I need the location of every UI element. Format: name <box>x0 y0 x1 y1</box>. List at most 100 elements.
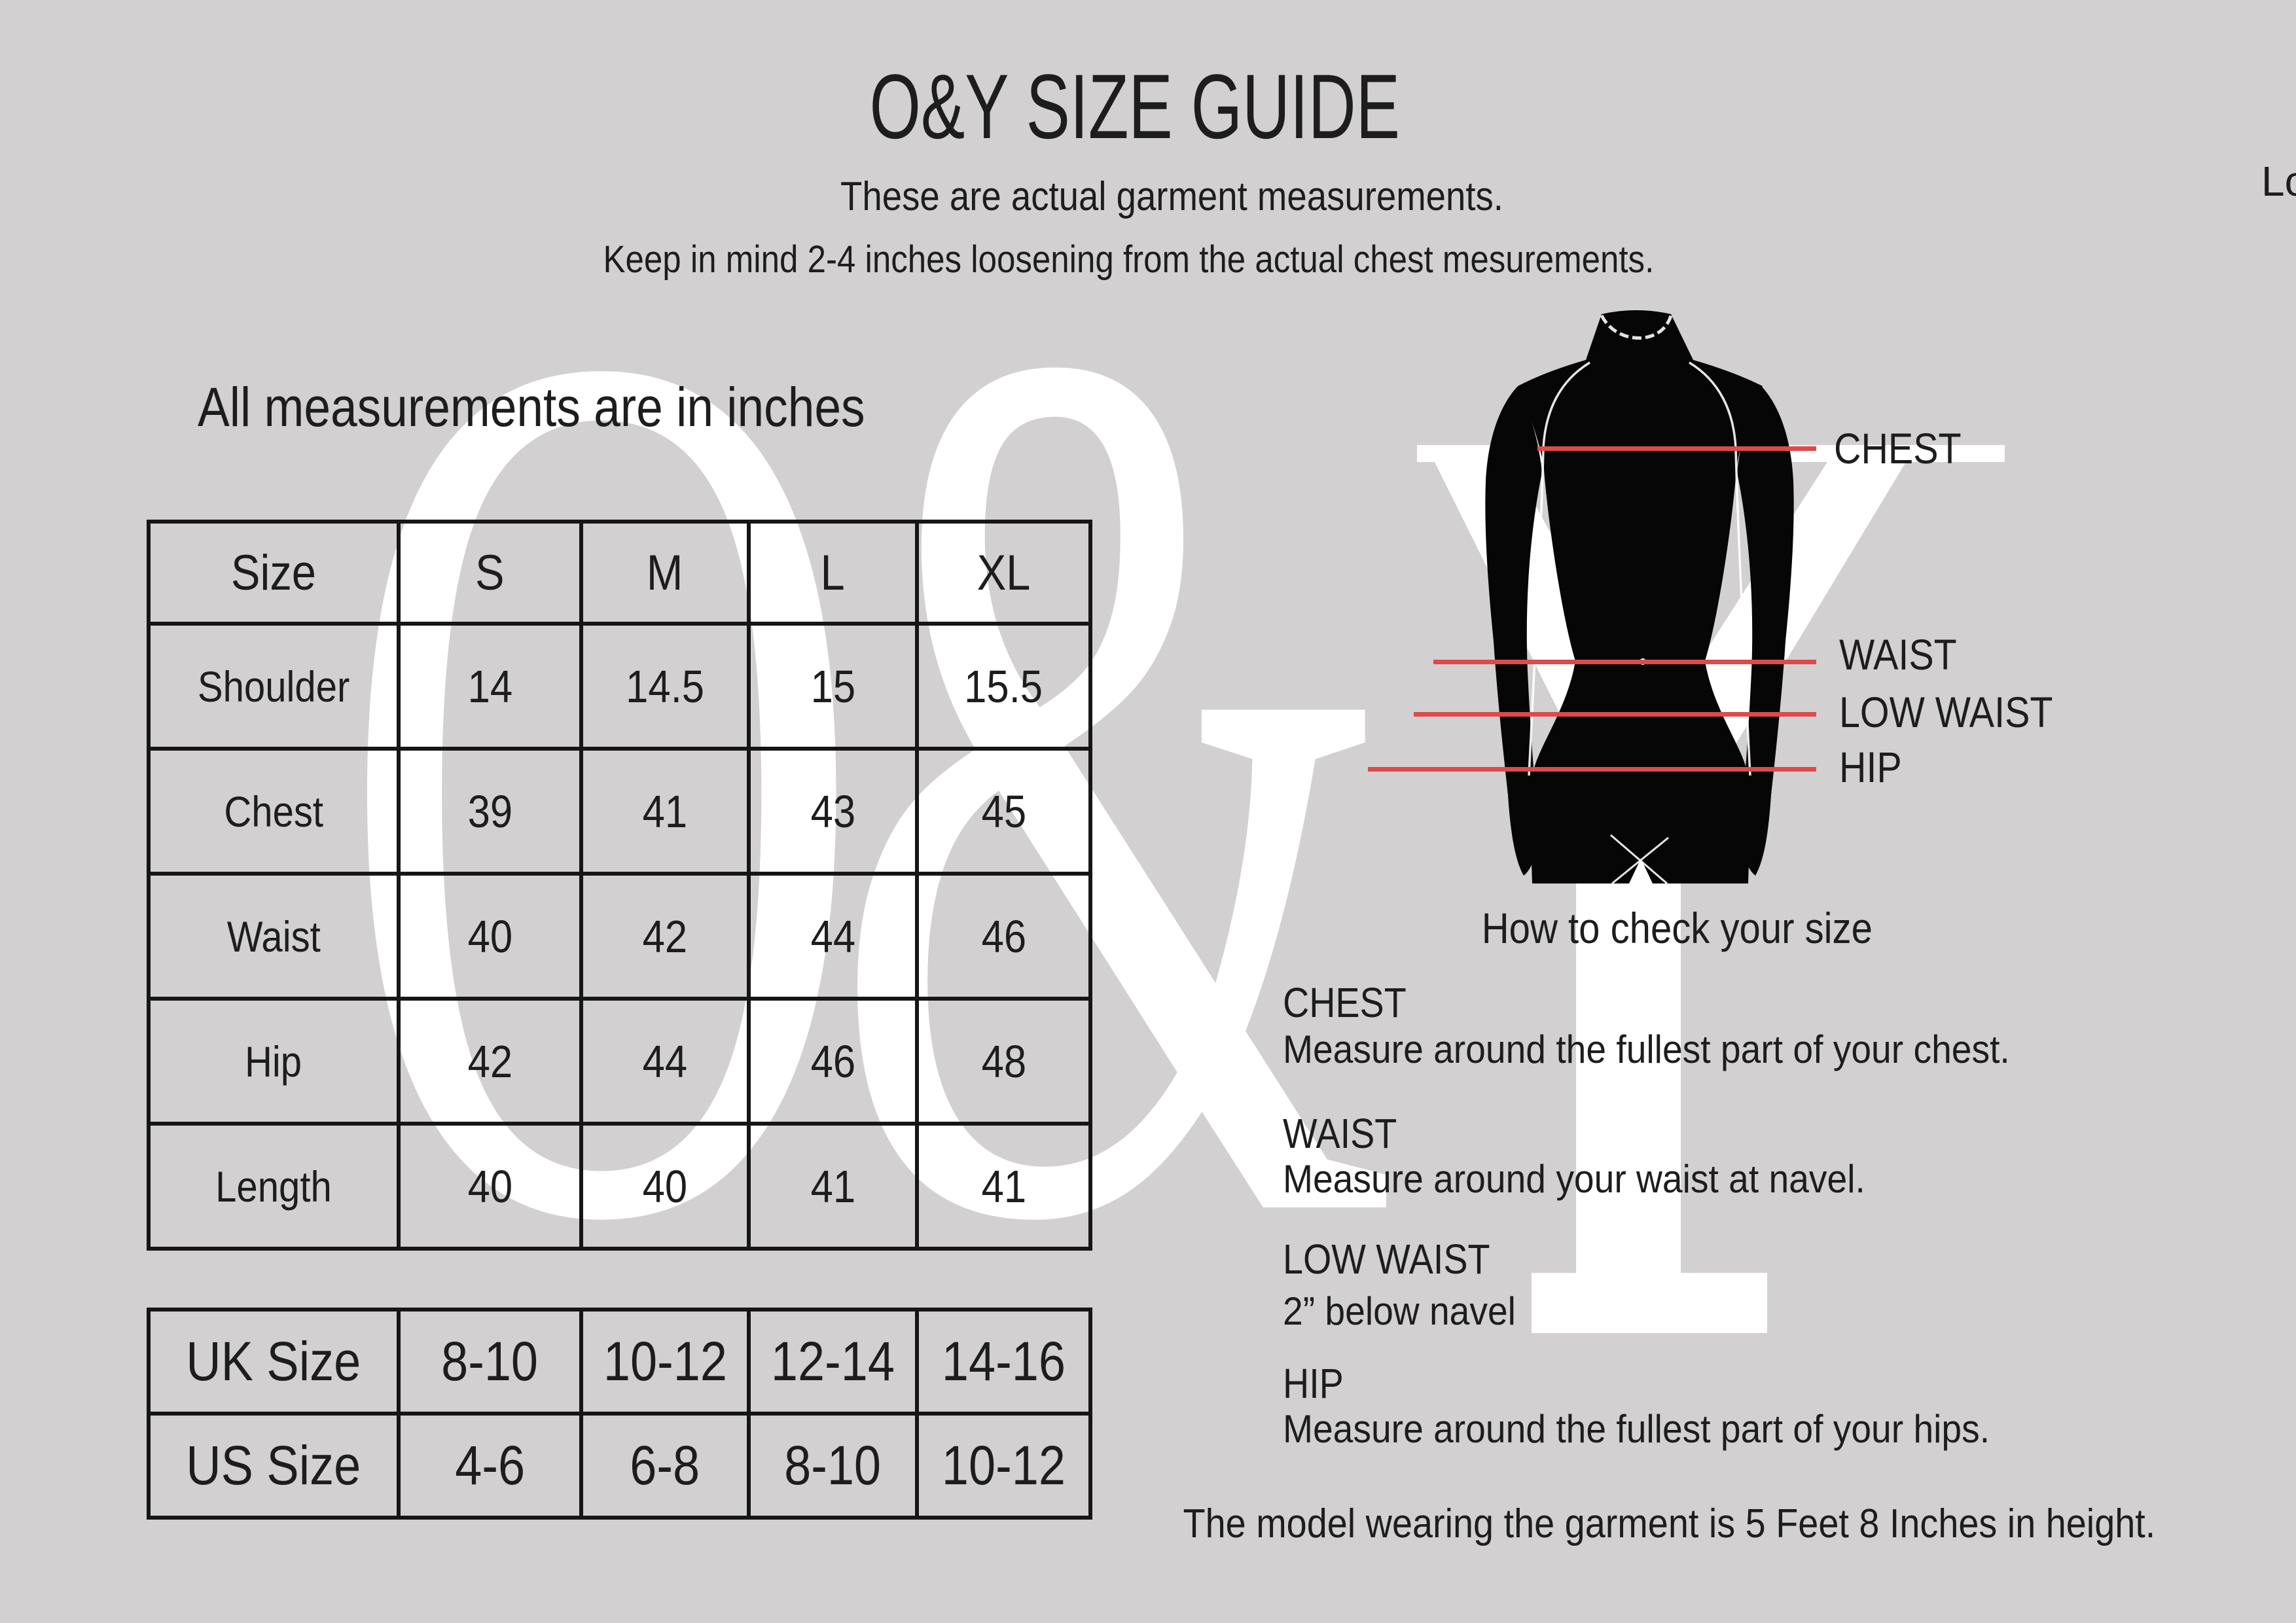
figure-label-hip: HIP <box>1839 744 1911 790</box>
instruction-label-low-waist: LOW WAIST <box>1283 1236 1521 1283</box>
header-s-label: S <box>475 544 505 601</box>
page-title: O&Y SIZE GUIDE <box>579 58 1691 156</box>
value-cell: 40 <box>579 1122 751 1251</box>
table-row-length: Length 40 40 41 41 <box>147 1122 1092 1251</box>
subtitle-line-1-text: These are actual garment measurements. <box>840 174 1503 219</box>
header-cell-size: Size <box>147 520 401 626</box>
row-label: US Size <box>186 1435 361 1496</box>
silhouette-torso <box>1518 310 1763 883</box>
cell-value: 48 <box>981 1035 1026 1087</box>
header-size-label: Size <box>230 544 317 601</box>
value-cell: 10-12 <box>915 1412 1092 1520</box>
cell-value: 10-12 <box>941 1435 1066 1496</box>
value-cell: 15 <box>747 622 919 751</box>
instruction-text-low-waist: 2” below navel <box>1283 1288 1536 1335</box>
row-label: Length <box>215 1162 332 1211</box>
figure-label-chest: CHEST <box>1834 425 1981 471</box>
cell-value: 41 <box>810 1160 855 1212</box>
value-cell: 40 <box>397 1122 583 1251</box>
chest-measure-line <box>1537 446 1816 451</box>
value-cell: 15.5 <box>915 622 1092 751</box>
cell-value: 42 <box>642 910 688 962</box>
subtitle-line-2: Keep in mind 2-4 inches loosening from t… <box>531 233 1710 287</box>
cell-value: 42 <box>467 1035 512 1087</box>
measurement-table: Size S M L XL Shoulder 14 14.5 15 15.5 C… <box>147 520 1092 1251</box>
value-cell: 40 <box>397 872 583 1001</box>
cell-value: 4-6 <box>455 1435 525 1496</box>
value-cell: 12-14 <box>747 1308 919 1416</box>
table-row-waist: Waist 40 42 44 46 <box>147 872 1092 1001</box>
value-cell: 10-12 <box>579 1308 751 1416</box>
cell-value: 14 <box>467 660 512 712</box>
row-label-cell: Length <box>147 1122 401 1251</box>
row-label-cell: Chest <box>147 747 401 876</box>
collar-stitch-line <box>1600 314 1673 340</box>
figure-label-hip-text: HIP <box>1839 743 1902 791</box>
instruction-text: 2” below navel <box>1283 1289 1516 1333</box>
clipped-edge-text: Lo <box>2261 158 2296 205</box>
cell-value: 10-12 <box>603 1330 727 1392</box>
cell-value: 8-10 <box>441 1330 539 1392</box>
table-row-hip: Hip 42 44 46 48 <box>147 997 1092 1126</box>
cell-value: 12-14 <box>770 1330 895 1392</box>
value-cell: 45 <box>915 747 1092 876</box>
instruction-label-text: LOW WAIST <box>1283 1236 1490 1283</box>
cell-value: 44 <box>810 910 855 962</box>
row-label-cell: Shoulder <box>147 622 401 751</box>
waist-measure-line <box>1433 660 1816 664</box>
header-l-label: L <box>820 544 846 601</box>
cell-value: 40 <box>467 1160 512 1212</box>
row-label: Waist <box>226 912 321 961</box>
row-label-cell: UK Size <box>147 1308 401 1416</box>
page-title-text: O&Y SIZE GUIDE <box>869 55 1401 158</box>
table-row-shoulder: Shoulder 14 14.5 15 15.5 <box>147 622 1092 751</box>
header-xl-label: XL <box>977 544 1031 601</box>
cell-value: 15.5 <box>964 660 1043 712</box>
instruction-text: Measure around the fullest part of your … <box>1283 1027 2010 1071</box>
row-label: Hip <box>245 1037 302 1086</box>
value-cell: 6-8 <box>579 1412 751 1520</box>
right-seam-line <box>1689 361 1751 776</box>
body-silhouette <box>1485 310 1794 885</box>
cell-value: 41 <box>642 785 688 837</box>
instruction-label-text: HIP <box>1283 1360 1344 1407</box>
cell-value: 40 <box>642 1160 688 1212</box>
cell-value: 44 <box>642 1035 688 1087</box>
value-cell: 39 <box>397 747 583 876</box>
silhouette-left-arm <box>1485 386 1542 876</box>
table-header-row: Size S M L XL <box>147 520 1092 626</box>
cell-value: 6-8 <box>630 1435 700 1496</box>
cell-value: 39 <box>467 785 512 837</box>
table-row-chest: Chest 39 41 43 45 <box>147 747 1092 876</box>
instruction-text: Measure around your waist at navel. <box>1283 1157 1865 1201</box>
value-cell: 48 <box>915 997 1092 1126</box>
cell-value: 46 <box>981 910 1026 962</box>
hip-measure-line <box>1368 767 1816 772</box>
instruction-label-text: WAIST <box>1283 1110 1397 1157</box>
figure-label-waist-text: WAIST <box>1839 630 1957 679</box>
instruction-text-hip: Measure around the fullest part of your … <box>1283 1406 2051 1453</box>
instructions-heading-text: How to check your size <box>1481 904 1873 952</box>
instruction-label-text: CHEST <box>1283 979 1407 1026</box>
subtitle-line-2-text: Keep in mind 2-4 inches loosening from t… <box>603 238 1655 281</box>
header-m-label: M <box>647 544 683 601</box>
units-note-text: All measurements are in inches <box>198 376 865 438</box>
figure-label-low-waist: LOW WAIST <box>1839 689 2085 735</box>
header-cell-m: M <box>579 520 751 626</box>
cell-value: 45 <box>981 785 1026 837</box>
table-row-uk: UK Size 8-10 10-12 12-14 14-16 <box>147 1308 1092 1416</box>
value-cell: 4-6 <box>397 1412 583 1520</box>
row-label: UK Size <box>186 1330 361 1392</box>
value-cell: 42 <box>579 872 751 1001</box>
row-label-cell: Hip <box>147 997 401 1126</box>
value-cell: 14-16 <box>915 1308 1092 1416</box>
value-cell: 8-10 <box>747 1412 919 1520</box>
cell-value: 15 <box>810 660 855 712</box>
value-cell: 41 <box>579 747 751 876</box>
instruction-text: Measure around the fullest part of your … <box>1283 1407 1990 1451</box>
row-label: Chest <box>224 787 323 836</box>
value-cell: 43 <box>747 747 919 876</box>
header-cell-s: S <box>397 520 583 626</box>
crotch-seam-lines <box>1610 834 1669 885</box>
instruction-label-hip: HIP <box>1283 1360 1353 1407</box>
